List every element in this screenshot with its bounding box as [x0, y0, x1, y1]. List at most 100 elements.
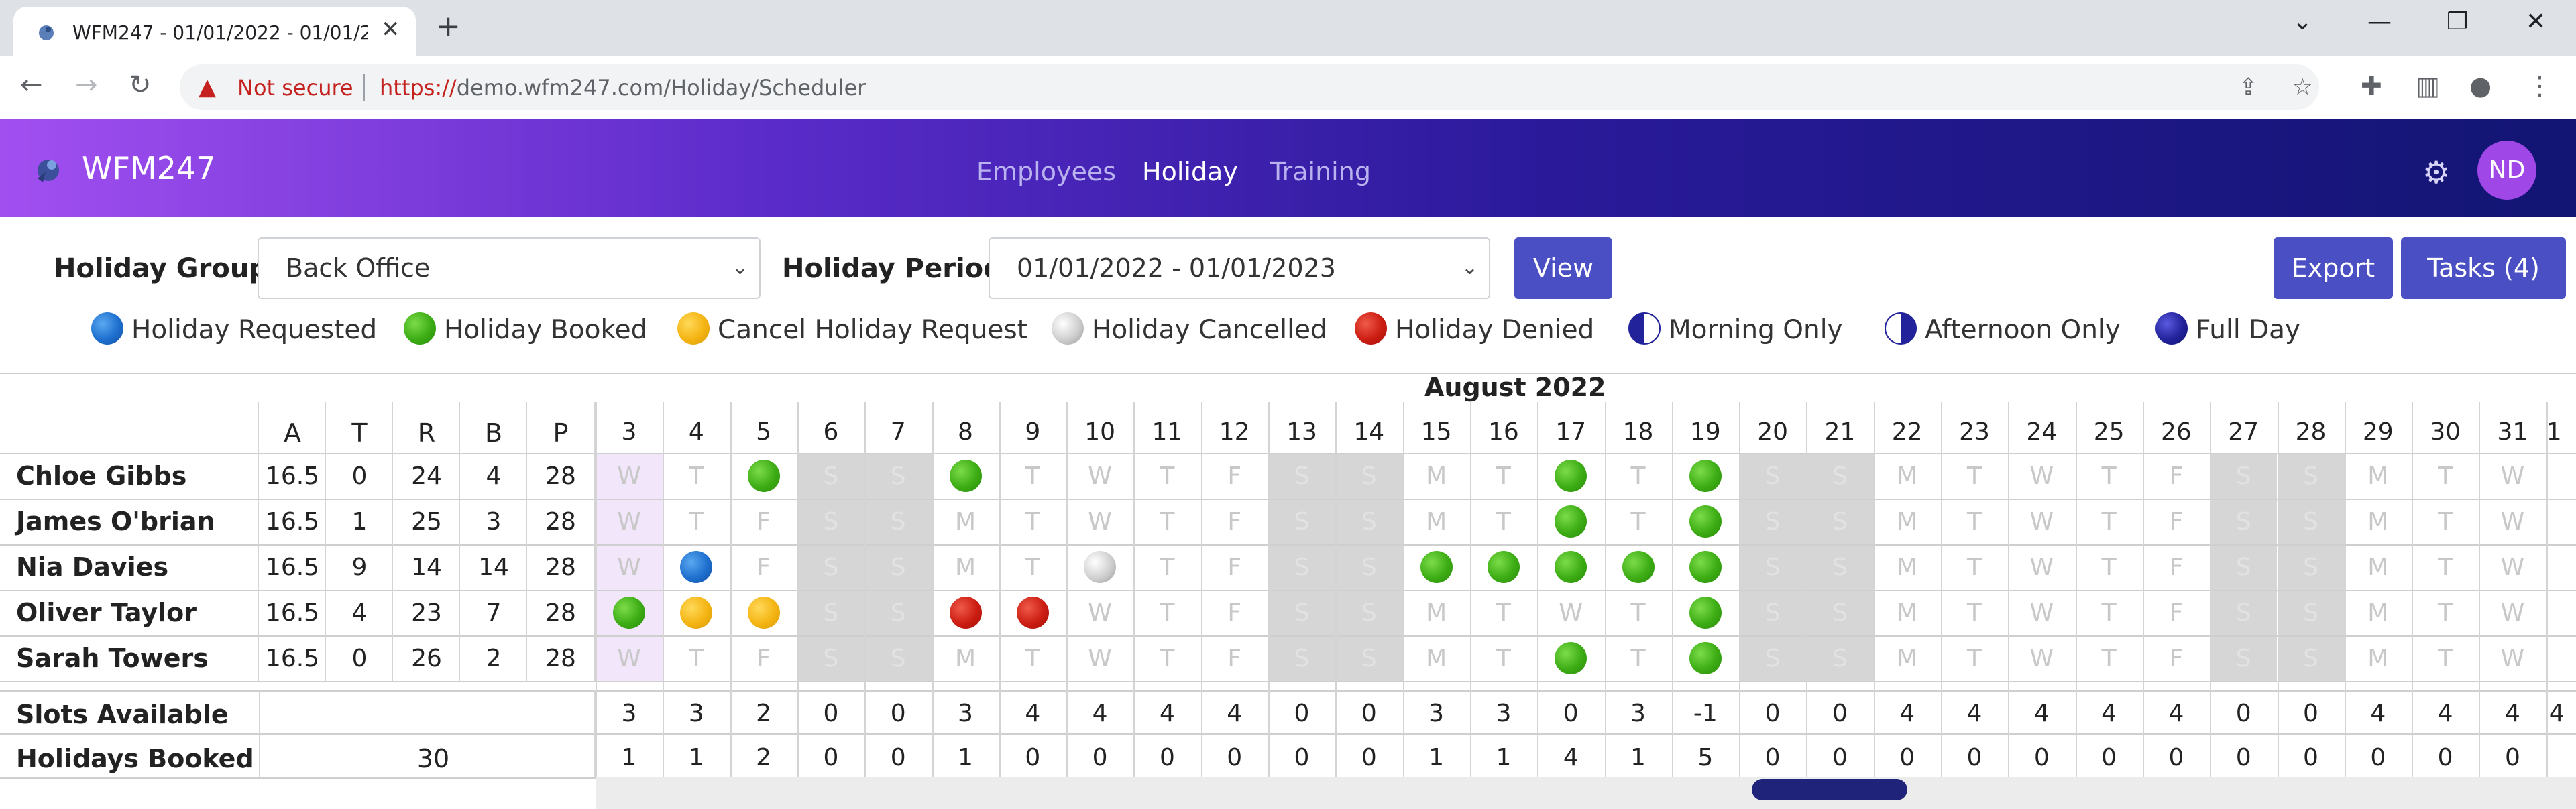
day-cell[interactable]: T: [689, 508, 704, 536]
nav-holiday[interactable]: Holiday: [1142, 157, 1238, 186]
day-cell[interactable]: S: [890, 462, 906, 490]
day-cell[interactable]: T: [1025, 645, 1040, 672]
day-cell[interactable]: F: [757, 508, 771, 536]
day-cell[interactable]: S: [1832, 508, 1848, 536]
day-cell[interactable]: S: [2235, 508, 2251, 536]
export-button[interactable]: Export: [2274, 237, 2393, 299]
day-cell[interactable]: M: [1897, 508, 1918, 536]
side-panel-icon[interactable]: ▥: [2416, 71, 2440, 101]
day-cell[interactable]: F: [757, 645, 771, 672]
day-cell[interactable]: S: [2235, 462, 2251, 490]
holiday-group-select[interactable]: Back Office ⌄: [258, 237, 761, 299]
day-cell[interactable]: W: [1088, 645, 1112, 672]
holiday-green-dot[interactable]: [747, 460, 780, 492]
holiday-yellow-dot[interactable]: [680, 597, 713, 629]
day-cell[interactable]: M: [1897, 462, 1918, 490]
day-cell[interactable]: T: [1160, 462, 1175, 490]
day-cell[interactable]: T: [1967, 645, 1982, 672]
day-cell[interactable]: T: [2438, 599, 2453, 627]
employee-name[interactable]: Sarah Towers: [16, 643, 209, 673]
day-cell[interactable]: F: [1227, 599, 1242, 627]
day-cell[interactable]: W: [2500, 645, 2525, 672]
day-cell[interactable]: F: [1227, 508, 1242, 536]
day-cell[interactable]: S: [2235, 554, 2251, 581]
day-cell[interactable]: S: [1361, 462, 1377, 490]
day-cell[interactable]: W: [2029, 599, 2054, 627]
day-cell[interactable]: S: [1294, 462, 1310, 490]
day-cell[interactable]: T: [689, 462, 704, 490]
holiday-green-dot[interactable]: [1689, 505, 1722, 538]
forward-icon[interactable]: →: [75, 70, 98, 101]
horizontal-scrollbar[interactable]: [596, 777, 2576, 809]
day-cell[interactable]: T: [1630, 599, 1646, 627]
day-cell[interactable]: T: [1160, 645, 1175, 672]
holiday-red-dot[interactable]: [949, 597, 982, 629]
day-cell[interactable]: F: [1227, 462, 1242, 490]
day-cell[interactable]: S: [823, 462, 839, 490]
day-cell[interactable]: M: [954, 554, 976, 581]
day-cell[interactable]: W: [617, 554, 641, 581]
day-cell[interactable]: M: [1426, 599, 1447, 627]
day-cell[interactable]: S: [823, 599, 839, 627]
scrollbar-thumb[interactable]: [1752, 779, 1907, 800]
url-text[interactable]: https://demo.wfm247.com/Holiday/Schedule…: [380, 75, 866, 101]
bookmark-star-icon[interactable]: ☆: [2292, 74, 2313, 101]
day-cell[interactable]: T: [2101, 462, 2117, 490]
tasks-button[interactable]: Tasks (4): [2401, 237, 2566, 299]
browser-tab[interactable]: WFM247 - 01/01/2022 - 01/01/2 ✕: [13, 7, 416, 56]
nav-training[interactable]: Training: [1270, 157, 1371, 186]
day-cell[interactable]: S: [890, 645, 906, 672]
day-cell[interactable]: F: [2169, 554, 2184, 581]
holiday-green-dot[interactable]: [1689, 551, 1722, 583]
holiday-green-dot[interactable]: [1555, 551, 1587, 583]
day-cell[interactable]: T: [1967, 554, 1982, 581]
day-cell[interactable]: S: [1361, 645, 1377, 672]
tab-close-icon[interactable]: ✕: [381, 16, 400, 43]
day-cell[interactable]: M: [2367, 645, 2389, 672]
day-cell[interactable]: M: [1897, 599, 1918, 627]
day-cell[interactable]: T: [1025, 554, 1040, 581]
day-cell[interactable]: F: [2169, 645, 2184, 672]
day-cell[interactable]: M: [1897, 554, 1918, 581]
day-cell[interactable]: M: [954, 645, 976, 672]
day-cell[interactable]: M: [954, 508, 976, 536]
holiday-grey-dot[interactable]: [1084, 551, 1117, 583]
day-cell[interactable]: W: [1088, 462, 1112, 490]
day-cell[interactable]: M: [1426, 508, 1447, 536]
day-cell[interactable]: S: [1765, 462, 1781, 490]
day-cell[interactable]: S: [890, 508, 906, 536]
day-cell[interactable]: F: [2169, 462, 2184, 490]
holiday-red-dot[interactable]: [1016, 597, 1049, 629]
day-cell[interactable]: S: [2303, 554, 2318, 581]
settings-gear-icon[interactable]: ⚙: [2422, 154, 2451, 190]
day-cell[interactable]: M: [1897, 645, 1918, 672]
day-cell[interactable]: T: [1496, 599, 1511, 627]
day-cell[interactable]: M: [2367, 554, 2389, 581]
holiday-green-dot[interactable]: [1420, 551, 1453, 583]
day-cell[interactable]: S: [823, 554, 839, 581]
menu-icon[interactable]: ⋮: [2527, 71, 2553, 101]
day-cell[interactable]: W: [617, 462, 641, 490]
day-cell[interactable]: W: [2500, 554, 2525, 581]
day-cell[interactable]: T: [689, 645, 704, 672]
day-cell[interactable]: T: [1496, 462, 1511, 490]
day-cell[interactable]: W: [2029, 462, 2054, 490]
day-cell[interactable]: W: [2500, 508, 2525, 536]
holiday-green-dot[interactable]: [1555, 505, 1587, 538]
day-cell[interactable]: S: [1765, 599, 1781, 627]
wfm-logo-icon[interactable]: [31, 151, 66, 186]
day-cell[interactable]: T: [1160, 599, 1175, 627]
day-cell[interactable]: W: [617, 508, 641, 536]
day-cell[interactable]: T: [2438, 554, 2453, 581]
day-cell[interactable]: W: [1559, 599, 1583, 627]
employee-name[interactable]: James O'brian: [16, 507, 215, 536]
day-cell[interactable]: W: [617, 645, 641, 672]
day-cell[interactable]: T: [1496, 645, 1511, 672]
day-cell[interactable]: S: [2303, 645, 2318, 672]
day-cell[interactable]: T: [2101, 508, 2117, 536]
day-cell[interactable]: F: [757, 554, 771, 581]
employee-name[interactable]: Nia Davies: [16, 552, 169, 582]
day-cell[interactable]: S: [2235, 645, 2251, 672]
day-cell[interactable]: S: [823, 645, 839, 672]
day-cell[interactable]: S: [1294, 508, 1310, 536]
